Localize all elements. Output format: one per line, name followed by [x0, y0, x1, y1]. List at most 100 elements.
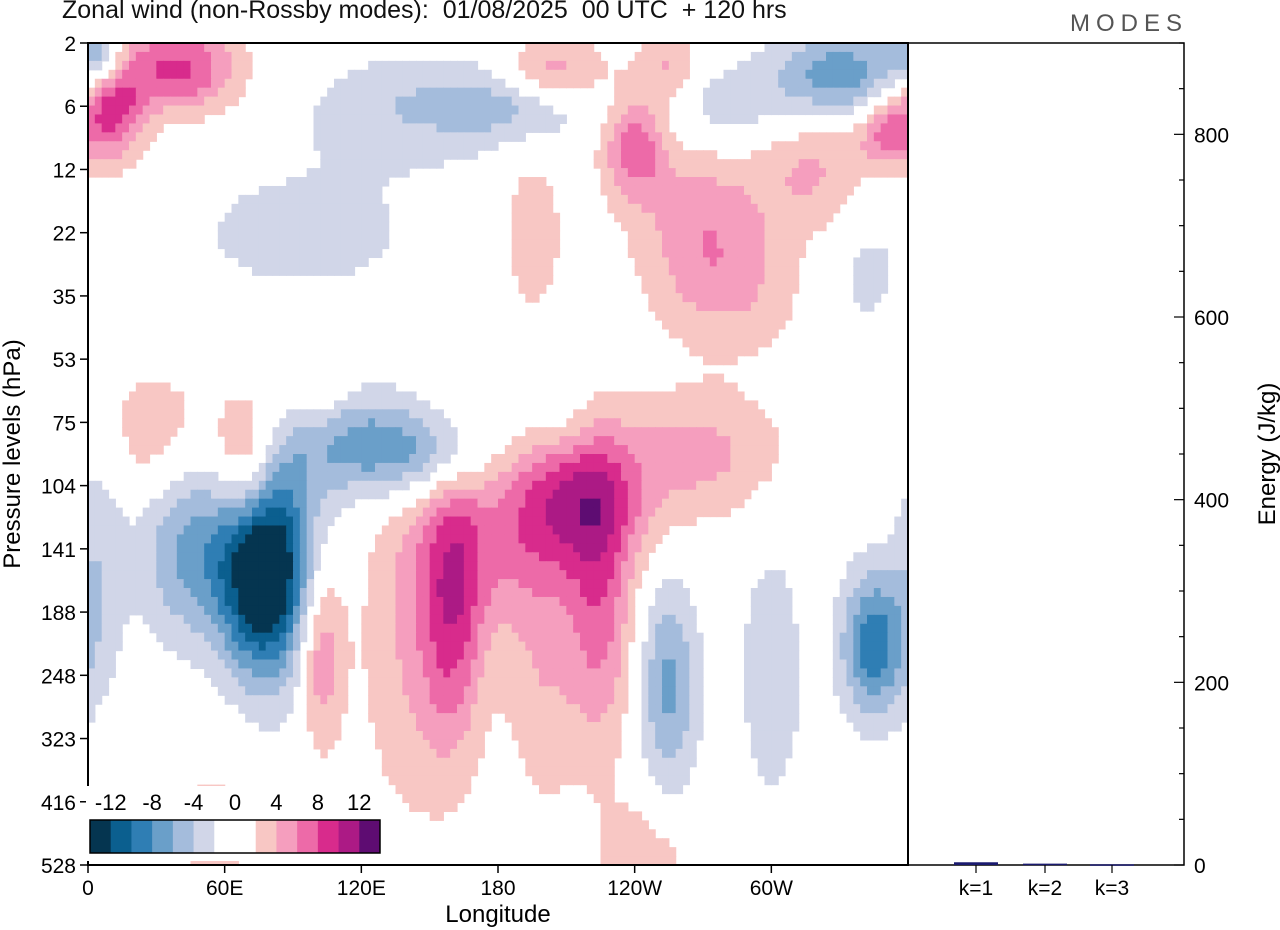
heatmap-cell [901, 543, 908, 553]
heatmap-cell [880, 596, 889, 607]
heatmap-cell [627, 480, 636, 491]
heatmap-cell [170, 391, 178, 401]
heatmap-cell [689, 480, 697, 491]
heatmap-cell [327, 454, 335, 464]
heatmap-cell [750, 695, 759, 705]
heatmap-cell [320, 704, 328, 714]
heatmap-cell [115, 570, 123, 580]
heatmap-cell [375, 194, 383, 205]
heatmap-cell [703, 373, 711, 384]
heatmap-cell [744, 194, 752, 205]
heatmap-cell [258, 552, 267, 562]
heatmap-cell [791, 87, 800, 98]
heatmap-cell [778, 704, 786, 714]
heatmap-cell [764, 69, 772, 80]
heatmap-cell [450, 87, 458, 98]
heatmap-cell [176, 43, 185, 53]
heatmap-cell [744, 346, 752, 357]
heatmap-cell [607, 480, 615, 491]
heatmap-cell [409, 588, 417, 598]
heatmap-cell [108, 659, 116, 670]
heatmap-cell [655, 436, 663, 446]
heatmap-cell [258, 248, 267, 259]
heatmap-cell [559, 686, 567, 696]
heatmap-cell [559, 579, 567, 589]
heatmap-cell [463, 87, 472, 98]
heatmap-cell [860, 596, 868, 607]
heatmap-cell [381, 409, 390, 419]
heatmap-cell [539, 596, 547, 607]
heatmap-cell [723, 159, 731, 169]
heatmap-cell [600, 659, 608, 670]
heatmap-cell [559, 462, 567, 473]
heatmap-cell [723, 507, 731, 518]
heatmap-cell [204, 87, 212, 98]
heatmap-cell [388, 462, 397, 473]
heatmap-cell [293, 266, 301, 276]
heatmap-cell [580, 534, 588, 544]
heatmap-cell [532, 221, 540, 232]
heatmap-cell [299, 427, 308, 437]
heatmap-cell [675, 293, 684, 303]
heatmap-cell [518, 96, 526, 107]
heatmap-cell [443, 605, 451, 616]
heatmap-cell [217, 552, 226, 562]
heatmap-cell [798, 60, 807, 71]
heatmap-cell [190, 596, 198, 607]
heatmap-cell [730, 168, 738, 178]
heatmap-cell [573, 561, 581, 571]
heatmap-cell [703, 159, 711, 169]
heatmap-cell [252, 266, 260, 276]
heatmap-cell [375, 177, 383, 187]
heatmap-cell [627, 552, 636, 562]
heatmap-cell [764, 436, 772, 446]
heatmap-cell [450, 427, 458, 437]
heatmap-cell [231, 212, 239, 223]
heatmap-cell [450, 436, 458, 446]
heatmap-cell [744, 221, 752, 232]
heatmap-cell [368, 123, 376, 133]
heatmap-cell [832, 632, 841, 643]
heatmap-cell [183, 650, 192, 661]
heatmap-cell [463, 605, 472, 616]
heatmap-cell [457, 668, 465, 678]
heatmap-cell [272, 686, 280, 696]
heatmap-cell [703, 382, 711, 393]
heatmap-cell [580, 43, 588, 53]
heatmap-cell [641, 400, 649, 410]
heatmap-cell [689, 427, 697, 437]
heatmap-cell [709, 302, 718, 312]
heatmap-cell [655, 266, 663, 276]
heatmap-cell [662, 704, 670, 714]
heatmap-cell [176, 480, 185, 491]
heatmap-cell [566, 436, 574, 446]
heatmap-cell [163, 489, 171, 500]
heatmap-cell [231, 248, 239, 259]
heatmap-cell [539, 623, 547, 634]
heatmap-cell [682, 293, 690, 303]
heatmap-cell [668, 230, 677, 241]
heatmap-cell [627, 418, 636, 428]
heatmap-cell [170, 51, 178, 62]
heatmap-cell [675, 427, 684, 437]
heatmap-cell [737, 60, 745, 71]
heatmap-cell [627, 177, 636, 187]
heatmap-cell [641, 239, 649, 250]
heatmap-cell [245, 60, 253, 71]
heatmap-cell [129, 69, 137, 80]
heatmap-cell [340, 266, 349, 276]
heatmap-cell [293, 480, 301, 491]
heatmap-cell [409, 641, 417, 652]
heatmap-cell [655, 427, 663, 437]
heatmap-cell [361, 96, 369, 107]
heatmap-cell [662, 168, 670, 178]
heatmap-cell [224, 400, 233, 410]
heatmap-cell [600, 516, 608, 527]
heatmap-cell [593, 69, 602, 80]
heatmap-cell [771, 69, 779, 80]
heatmap-cell [245, 695, 253, 705]
heatmap-cell [334, 614, 342, 625]
heatmap-cell [539, 659, 547, 670]
heatmap-cell [627, 185, 636, 196]
heatmap-cell [313, 177, 321, 187]
